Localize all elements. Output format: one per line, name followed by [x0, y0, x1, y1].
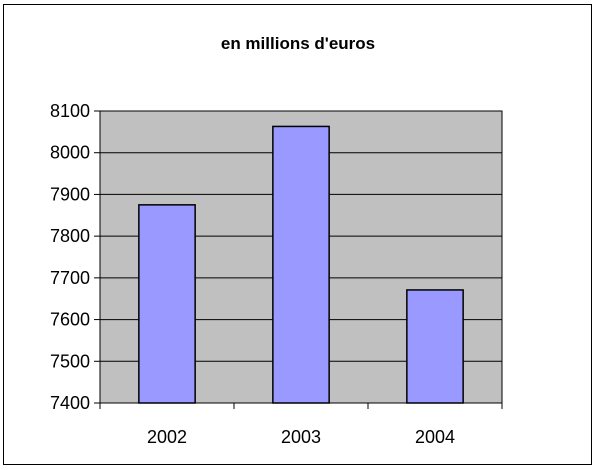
bar-2004	[406, 289, 464, 404]
x-tick-label: 2002	[147, 427, 187, 447]
y-tick-label: 7400	[50, 393, 90, 413]
x-tick-label: 2003	[281, 427, 321, 447]
x-tick-label: 2004	[415, 427, 455, 447]
bar-2002	[138, 204, 196, 404]
y-tick-label: 8100	[50, 101, 90, 121]
y-tick-label: 7700	[50, 268, 90, 288]
y-tick-label: 7500	[50, 351, 90, 371]
y-tick-label: 7600	[50, 310, 90, 330]
bar-2003	[272, 125, 330, 404]
y-tick-label: 8000	[50, 143, 90, 163]
y-tick-label: 7900	[50, 184, 90, 204]
chart-title: en millions d'euros	[221, 34, 375, 53]
y-tick-label: 7800	[50, 226, 90, 246]
plot-border	[99, 110, 503, 404]
plot-area: 7400 7500 7600 7700 7800 7900 8000 8100 2002 2003…	[50, 101, 503, 447]
